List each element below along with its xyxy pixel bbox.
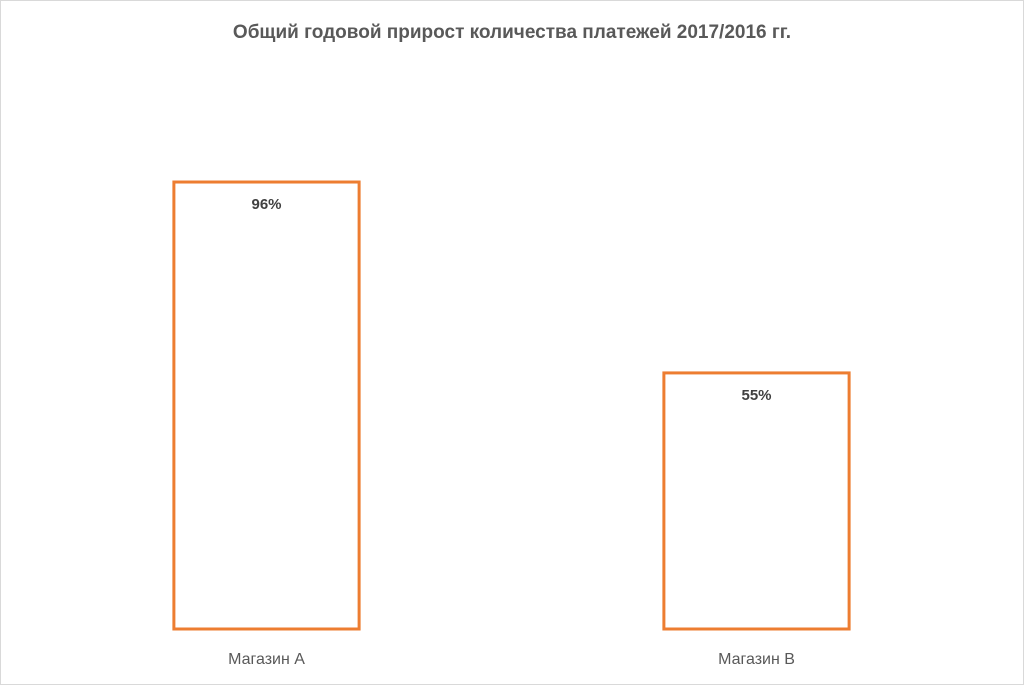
x-tick-label: Магазин А [228, 651, 305, 668]
x-tick-label: Магазин В [718, 651, 795, 668]
chart-title: Общий годовой прирост количества платеже… [233, 22, 791, 43]
value-label: 96% [251, 196, 281, 213]
bar [172, 180, 361, 631]
bar [662, 371, 851, 631]
value-label: 55% [741, 387, 771, 404]
